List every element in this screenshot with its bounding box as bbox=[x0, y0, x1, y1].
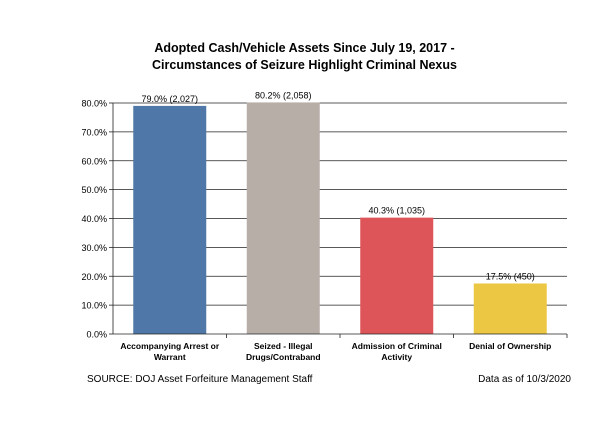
y-tick-label: 10.0% bbox=[81, 301, 107, 311]
y-tick-label: 30.0% bbox=[81, 243, 107, 253]
x-category-label: Seized - Illegal bbox=[254, 341, 313, 351]
y-tick-label: 40.0% bbox=[81, 214, 107, 224]
x-category-label: Warrant bbox=[154, 352, 186, 362]
source-note: SOURCE: DOJ Asset Forfeiture Management … bbox=[87, 374, 313, 385]
data-date-note: Data as of 10/3/2020 bbox=[478, 374, 571, 385]
bar bbox=[473, 283, 547, 334]
bar-data-label: 17.5% (450) bbox=[486, 271, 535, 281]
x-category-label: Activity bbox=[381, 352, 412, 362]
y-tick-label: 60.0% bbox=[81, 156, 107, 166]
bar-data-label: 40.3% (1,035) bbox=[368, 206, 425, 216]
y-tick-label: 50.0% bbox=[81, 185, 107, 195]
labels: 0.0% 10.0% 20.0% 30.0% 40.0% 50.0% 60.0% 70.0% 8… bbox=[81, 90, 551, 362]
chart-title-line-1: Adopted Cash/Vehicle Assets Since July 1… bbox=[154, 41, 455, 55]
x-category-label: Admission of Criminal bbox=[352, 341, 442, 351]
y-tick-label: 0.0% bbox=[86, 330, 107, 340]
axes bbox=[109, 102, 568, 338]
chart-title-line-2: Circumstances of Seizure Highlight Crimi… bbox=[152, 58, 457, 72]
chart-title: Adopted Cash/Vehicle Assets Since July 1… bbox=[0, 40, 609, 74]
x-category-label: Denial of Ownership bbox=[469, 341, 551, 351]
bar bbox=[133, 105, 207, 334]
x-category-label: Drugs/Contraband bbox=[246, 352, 321, 362]
bar-data-label: 80.2% (2,058) bbox=[255, 90, 312, 100]
x-category-label: Accompanying Arrest or bbox=[120, 341, 220, 351]
bar bbox=[246, 102, 320, 334]
bar-data-label: 79.0% (2,027) bbox=[141, 94, 198, 104]
y-tick-label: 20.0% bbox=[81, 272, 107, 282]
bar bbox=[360, 217, 434, 334]
y-tick-label: 80.0% bbox=[81, 99, 107, 109]
y-tick-label: 70.0% bbox=[81, 127, 107, 137]
bars bbox=[133, 102, 547, 334]
